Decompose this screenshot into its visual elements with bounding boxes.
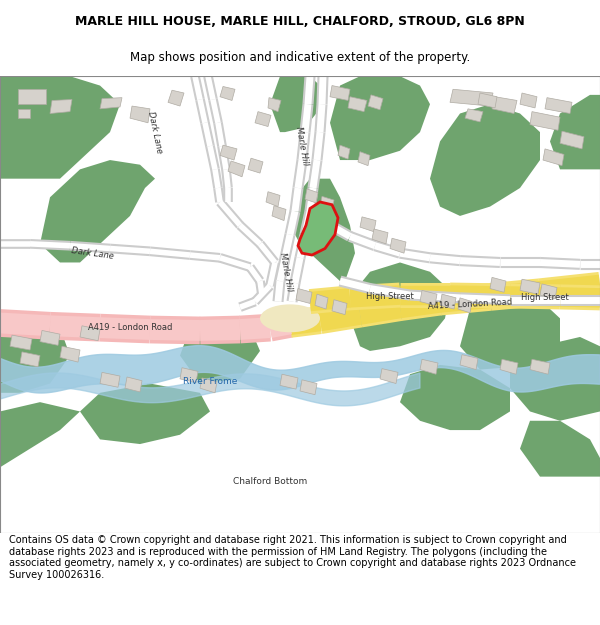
Polygon shape <box>18 109 30 118</box>
Polygon shape <box>0 76 80 169</box>
Text: Dark Lane: Dark Lane <box>71 246 115 261</box>
Polygon shape <box>180 368 198 382</box>
Polygon shape <box>0 402 80 532</box>
Polygon shape <box>80 326 100 341</box>
Polygon shape <box>266 192 280 207</box>
Polygon shape <box>400 365 510 430</box>
Polygon shape <box>18 89 46 104</box>
Polygon shape <box>40 160 155 262</box>
Polygon shape <box>358 152 370 166</box>
Polygon shape <box>0 76 80 169</box>
Polygon shape <box>520 93 537 108</box>
Polygon shape <box>200 378 217 393</box>
Polygon shape <box>50 99 72 114</box>
Polygon shape <box>440 294 456 309</box>
Polygon shape <box>372 229 388 244</box>
Polygon shape <box>543 149 564 166</box>
Polygon shape <box>298 202 338 255</box>
Text: MARLE HILL HOUSE, MARLE HILL, CHALFORD, STROUD, GL6 8PN: MARLE HILL HOUSE, MARLE HILL, CHALFORD, … <box>75 15 525 28</box>
Text: A419 - London Road: A419 - London Road <box>428 298 512 311</box>
Text: River Frome: River Frome <box>183 377 237 386</box>
Polygon shape <box>130 106 150 123</box>
Polygon shape <box>492 97 517 114</box>
Text: Contains OS data © Crown copyright and database right 2021. This information is : Contains OS data © Crown copyright and d… <box>9 535 576 580</box>
Polygon shape <box>540 284 557 299</box>
Polygon shape <box>10 335 32 350</box>
Polygon shape <box>450 89 493 106</box>
Polygon shape <box>348 97 367 112</box>
Polygon shape <box>228 161 245 177</box>
Text: Marle Hill: Marle Hill <box>294 126 310 166</box>
Polygon shape <box>80 384 210 444</box>
Polygon shape <box>458 298 472 312</box>
Polygon shape <box>332 300 347 314</box>
Text: Map shows position and indicative extent of the property.: Map shows position and indicative extent… <box>130 51 470 64</box>
Polygon shape <box>330 76 430 160</box>
Polygon shape <box>465 109 483 122</box>
Polygon shape <box>550 95 600 169</box>
Polygon shape <box>520 279 540 294</box>
Polygon shape <box>510 337 600 421</box>
Polygon shape <box>0 318 70 393</box>
Polygon shape <box>268 98 281 112</box>
Polygon shape <box>255 112 271 126</box>
Polygon shape <box>368 95 383 110</box>
Polygon shape <box>220 145 237 160</box>
Polygon shape <box>290 179 355 281</box>
Polygon shape <box>360 217 376 232</box>
Polygon shape <box>100 98 122 109</box>
Polygon shape <box>100 372 120 388</box>
Polygon shape <box>420 291 437 305</box>
Polygon shape <box>380 369 398 384</box>
Polygon shape <box>460 354 478 369</box>
Polygon shape <box>60 346 80 362</box>
Text: A419 - London Road: A419 - London Road <box>88 323 172 332</box>
Polygon shape <box>320 196 334 211</box>
Polygon shape <box>20 352 40 367</box>
Polygon shape <box>338 145 350 159</box>
Polygon shape <box>248 158 263 173</box>
Text: High Street: High Street <box>521 293 569 302</box>
Text: Marle Hill: Marle Hill <box>278 252 294 292</box>
Polygon shape <box>530 112 560 130</box>
Polygon shape <box>500 359 518 374</box>
Polygon shape <box>270 76 325 132</box>
Text: Chalford Bottom: Chalford Bottom <box>233 477 307 486</box>
Text: High Street: High Street <box>366 292 414 301</box>
Polygon shape <box>460 291 560 369</box>
Polygon shape <box>272 206 286 221</box>
Polygon shape <box>490 278 506 292</box>
Polygon shape <box>390 238 406 253</box>
Polygon shape <box>305 189 318 203</box>
Polygon shape <box>478 93 497 108</box>
Polygon shape <box>180 318 260 384</box>
Polygon shape <box>280 374 298 389</box>
Polygon shape <box>520 421 600 477</box>
Polygon shape <box>350 262 450 351</box>
Polygon shape <box>315 294 328 309</box>
Polygon shape <box>420 359 438 374</box>
Polygon shape <box>40 331 60 346</box>
Text: Dark Lane: Dark Lane <box>146 110 164 154</box>
Polygon shape <box>296 289 312 304</box>
Polygon shape <box>220 86 235 101</box>
Polygon shape <box>0 76 120 179</box>
Polygon shape <box>330 86 350 101</box>
Ellipse shape <box>260 304 320 332</box>
Polygon shape <box>300 380 317 395</box>
Polygon shape <box>125 377 142 392</box>
Polygon shape <box>560 131 584 149</box>
Polygon shape <box>430 104 540 216</box>
Polygon shape <box>545 98 572 114</box>
Polygon shape <box>530 359 550 374</box>
Polygon shape <box>168 90 184 106</box>
